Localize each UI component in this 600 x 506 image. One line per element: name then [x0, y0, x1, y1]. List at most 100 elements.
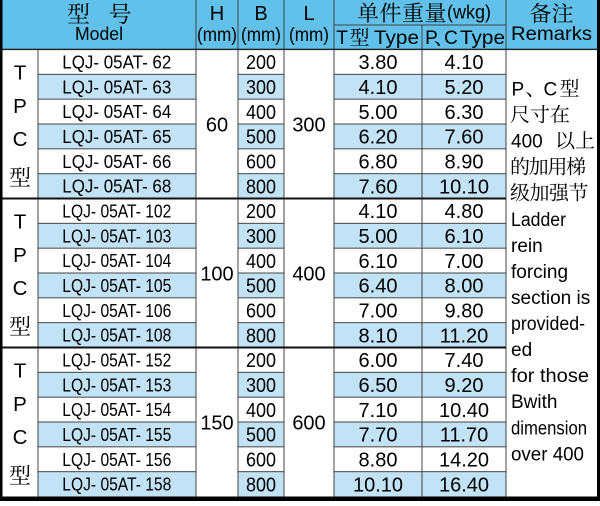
svg-text:LQJ- 05AT- 104: LQJ- 05AT- 104 — [62, 251, 171, 271]
svg-text:over 400: over 400 — [511, 444, 584, 465]
svg-text:Bwith: Bwith — [511, 392, 557, 413]
svg-text:10.40: 10.40 — [439, 400, 489, 422]
svg-text:7.60: 7.60 — [445, 127, 484, 149]
svg-text:P: P — [13, 244, 27, 267]
svg-text:9.80: 9.80 — [445, 301, 484, 323]
svg-text:600: 600 — [246, 301, 276, 323]
svg-text:LQJ- 05AT- 108: LQJ- 05AT- 108 — [62, 326, 171, 346]
svg-text:300: 300 — [246, 375, 276, 397]
svg-text:7.60: 7.60 — [359, 176, 398, 198]
svg-text:16.40: 16.40 — [439, 474, 489, 496]
svg-text:for those: for those — [511, 366, 589, 387]
svg-text:dimension: dimension — [511, 418, 587, 439]
svg-text:8.00: 8.00 — [445, 276, 484, 298]
svg-text:C: C — [13, 277, 28, 300]
svg-text:600: 600 — [246, 152, 276, 174]
svg-text:LQJ- 05AT- 64: LQJ- 05AT- 64 — [62, 102, 171, 122]
svg-text:(wkg): (wkg) — [447, 3, 491, 24]
svg-text:800: 800 — [246, 176, 276, 198]
svg-text:200: 200 — [246, 350, 276, 372]
svg-text:LQJ- 05AT- 152: LQJ- 05AT- 152 — [62, 351, 171, 371]
svg-text:600: 600 — [246, 450, 276, 472]
svg-text:LQJ- 05AT- 154: LQJ- 05AT- 154 — [62, 400, 171, 420]
svg-text:P: P — [512, 80, 525, 101]
svg-text:400: 400 — [246, 102, 276, 124]
svg-text:6.00: 6.00 — [359, 350, 398, 372]
svg-text:6.10: 6.10 — [359, 251, 398, 273]
svg-text:8.10: 8.10 — [359, 325, 398, 347]
svg-text:6.40: 6.40 — [359, 276, 398, 298]
svg-text:400: 400 — [511, 132, 543, 153]
svg-text:6.50: 6.50 — [359, 375, 398, 397]
svg-text:C: C — [13, 426, 28, 449]
svg-text:500: 500 — [246, 425, 276, 447]
svg-text:6.10: 6.10 — [445, 226, 484, 248]
svg-text:P: P — [13, 393, 27, 416]
svg-text:Remarks: Remarks — [511, 24, 592, 45]
svg-text:LQJ- 05AT- 102: LQJ- 05AT- 102 — [62, 202, 171, 222]
svg-text:9.20: 9.20 — [445, 375, 484, 397]
svg-text:4.10: 4.10 — [445, 52, 484, 74]
svg-text:500: 500 — [246, 127, 276, 149]
svg-text:(mm): (mm) — [197, 25, 237, 46]
svg-text:LQJ- 05AT- 106: LQJ- 05AT- 106 — [62, 301, 171, 321]
svg-text:800: 800 — [246, 474, 276, 496]
svg-text:C: C — [444, 28, 458, 49]
svg-text:C: C — [544, 80, 558, 101]
svg-text:7.00: 7.00 — [445, 251, 484, 273]
svg-text:rein: rein — [511, 236, 543, 257]
svg-text:11.70: 11.70 — [440, 425, 489, 447]
svg-text:300: 300 — [246, 77, 276, 99]
svg-text:T: T — [14, 360, 27, 383]
svg-text:8.80: 8.80 — [359, 450, 398, 472]
svg-text:10.10: 10.10 — [439, 176, 489, 198]
svg-text:400: 400 — [246, 400, 276, 422]
svg-text:100: 100 — [200, 263, 233, 285]
svg-text:5.20: 5.20 — [445, 77, 484, 99]
svg-text:500: 500 — [246, 276, 276, 298]
svg-text:C: C — [13, 128, 28, 151]
svg-text:B: B — [254, 3, 267, 25]
svg-text:400: 400 — [246, 251, 276, 273]
svg-text:T: T — [336, 28, 348, 49]
svg-text:LQJ- 05AT- 62: LQJ- 05AT- 62 — [62, 53, 171, 73]
svg-text:provided-: provided- — [511, 314, 585, 335]
svg-text:T: T — [14, 211, 27, 234]
svg-text:Model: Model — [75, 24, 123, 44]
svg-text:section is: section is — [511, 288, 590, 309]
svg-text:200: 200 — [246, 52, 276, 74]
svg-text:8.90: 8.90 — [445, 152, 484, 174]
svg-text:forcing: forcing — [511, 262, 568, 283]
svg-text:LQJ- 05AT- 68: LQJ- 05AT- 68 — [62, 177, 171, 197]
svg-text:6.20: 6.20 — [359, 127, 398, 149]
svg-text:400: 400 — [292, 263, 325, 285]
svg-text:4.10: 4.10 — [359, 201, 398, 223]
svg-text:T: T — [14, 62, 27, 85]
svg-text:LQJ- 05AT- 105: LQJ- 05AT- 105 — [62, 276, 171, 296]
svg-text:150: 150 — [200, 412, 233, 434]
svg-text:LQJ- 05AT- 65: LQJ- 05AT- 65 — [62, 127, 171, 147]
svg-text:LQJ- 05AT- 155: LQJ- 05AT- 155 — [62, 425, 171, 445]
svg-text:Type: Type — [460, 28, 505, 49]
svg-text:7.40: 7.40 — [445, 350, 484, 372]
svg-text:7.00: 7.00 — [359, 301, 398, 323]
svg-text:(mm): (mm) — [289, 25, 329, 46]
svg-text:14.20: 14.20 — [439, 450, 489, 472]
svg-text:7.10: 7.10 — [359, 400, 398, 422]
svg-text:LQJ- 05AT- 156: LQJ- 05AT- 156 — [62, 450, 171, 470]
svg-text:10.10: 10.10 — [353, 474, 403, 496]
svg-text:Type: Type — [374, 28, 419, 49]
svg-text:ed: ed — [511, 340, 532, 361]
svg-text:P: P — [13, 95, 27, 118]
svg-text:6.80: 6.80 — [359, 152, 398, 174]
svg-text:P: P — [425, 28, 438, 49]
svg-text:5.00: 5.00 — [359, 226, 398, 248]
svg-text:7.70: 7.70 — [359, 425, 398, 447]
svg-text:4.10: 4.10 — [359, 77, 398, 99]
svg-text:4.80: 4.80 — [445, 201, 484, 223]
svg-text:LQJ- 05AT- 153: LQJ- 05AT- 153 — [62, 375, 171, 395]
svg-text:5.00: 5.00 — [359, 102, 398, 124]
svg-text:300: 300 — [246, 226, 276, 248]
svg-text:LQJ- 05AT- 103: LQJ- 05AT- 103 — [62, 226, 171, 246]
svg-text:200: 200 — [246, 201, 276, 223]
